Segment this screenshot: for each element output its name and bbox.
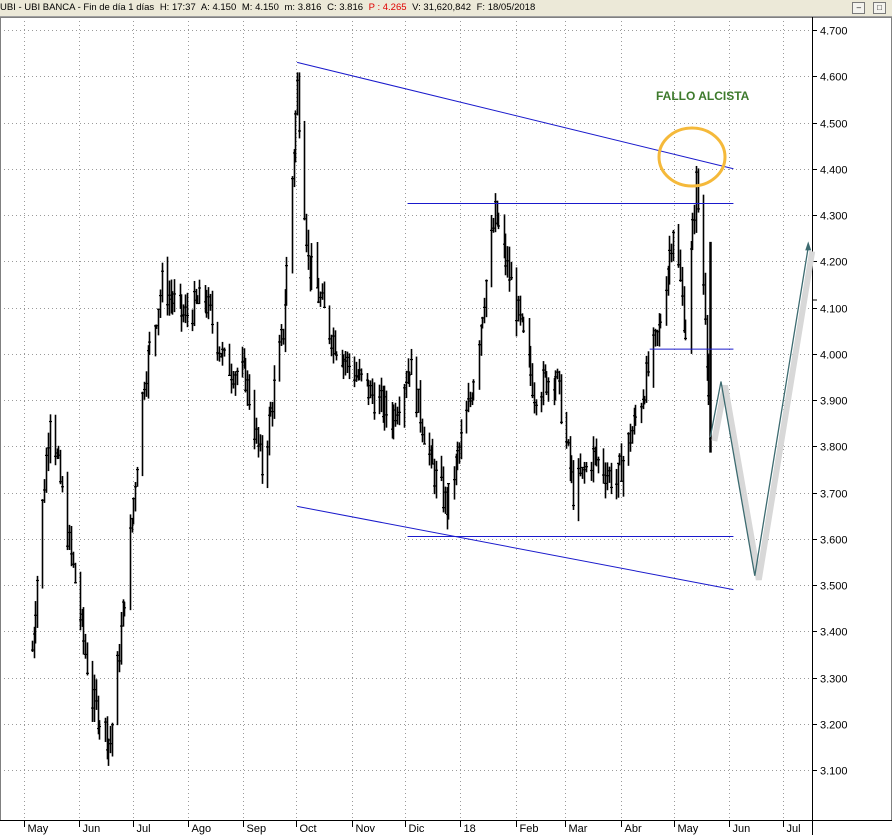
- header-symbol: UBI - UBI BANCA - Fin de día 1 días: [0, 2, 155, 13]
- header-low: m: 3.816: [284, 2, 322, 13]
- x-tick-label: Feb: [520, 823, 539, 835]
- y-tick-label: 4.300: [820, 211, 848, 223]
- window-controls: – □: [850, 2, 889, 16]
- y-tick-label: 3.600: [820, 535, 848, 547]
- annotation-fallo-alcista: FALLO ALCISTA: [656, 89, 750, 103]
- y-tick-label: 3.700: [820, 489, 848, 501]
- y-tick-label: 4.500: [820, 119, 848, 131]
- y-tick-label: 4.700: [820, 26, 848, 38]
- x-tick-label: Jun: [83, 823, 101, 835]
- y-tick-label: 3.500: [820, 581, 848, 593]
- header-open: A: 4.150: [200, 2, 237, 13]
- y-tick-label: 3.800: [820, 442, 848, 454]
- projection-line: [709, 247, 809, 576]
- x-tick-label: Jul: [137, 823, 151, 835]
- y-tick-label: 3.300: [820, 674, 848, 686]
- price-bars: [31, 72, 712, 766]
- x-tick-label: Ago: [192, 823, 212, 835]
- header-time: H: 17:37: [159, 2, 196, 13]
- x-tick-label: Jun: [733, 823, 751, 835]
- x-tick-label: Abr: [625, 823, 642, 835]
- x-tick-label: Mar: [569, 823, 588, 835]
- y-tick-label: 3.400: [820, 627, 848, 639]
- x-tick-label: 18: [464, 823, 476, 835]
- maximize-icon[interactable]: □: [873, 2, 886, 14]
- projection-arrowhead: [805, 241, 812, 251]
- y-tick-label: 4.100: [820, 304, 848, 316]
- trendline: [297, 61, 734, 170]
- header-high: M: 4.150: [241, 2, 279, 13]
- y-tick-label: 4.000: [820, 350, 848, 362]
- x-tick-label: Jul: [787, 823, 801, 835]
- header-volume: V: 31,620,842: [412, 2, 471, 13]
- x-tick-label: Dic: [409, 823, 425, 835]
- x-tick-label: May: [678, 823, 699, 835]
- trendlines: [297, 61, 734, 591]
- y-tick-label: 3.100: [820, 766, 848, 778]
- x-tick-label: Oct: [300, 823, 317, 835]
- annotations: FALLO ALCISTA: [656, 89, 750, 188]
- header-close: C: 3.816: [327, 2, 364, 13]
- x-tick-label: May: [28, 823, 49, 835]
- y-tick-label: 4.400: [820, 165, 848, 177]
- header-date: F: 18/05/2018: [476, 2, 536, 13]
- grid: [0, 17, 812, 820]
- highlight-circle: [657, 126, 727, 188]
- chart-header: UBI - UBI BANCA - Fin de día 1 días H: 1…: [0, 0, 892, 17]
- trendline: [297, 505, 734, 591]
- x-tick-label: Nov: [356, 823, 376, 835]
- minimize-icon[interactable]: –: [852, 2, 866, 14]
- projection: [709, 241, 816, 581]
- y-tick-label: 3.900: [820, 396, 848, 408]
- y-tick-label: 3.200: [820, 720, 848, 732]
- x-tick-label: Sep: [247, 823, 267, 835]
- plot-frame: [0, 17, 892, 821]
- projection-shadow: [711, 250, 816, 581]
- header-prev: P : 4.265: [368, 2, 407, 13]
- y-tick-label: 4.600: [820, 72, 848, 84]
- axes: 4.700 4.600 4.500 4.400 4.300 4.200 4.100 4.000…: [0, 17, 892, 835]
- y-tick-label: 4.200: [820, 257, 848, 269]
